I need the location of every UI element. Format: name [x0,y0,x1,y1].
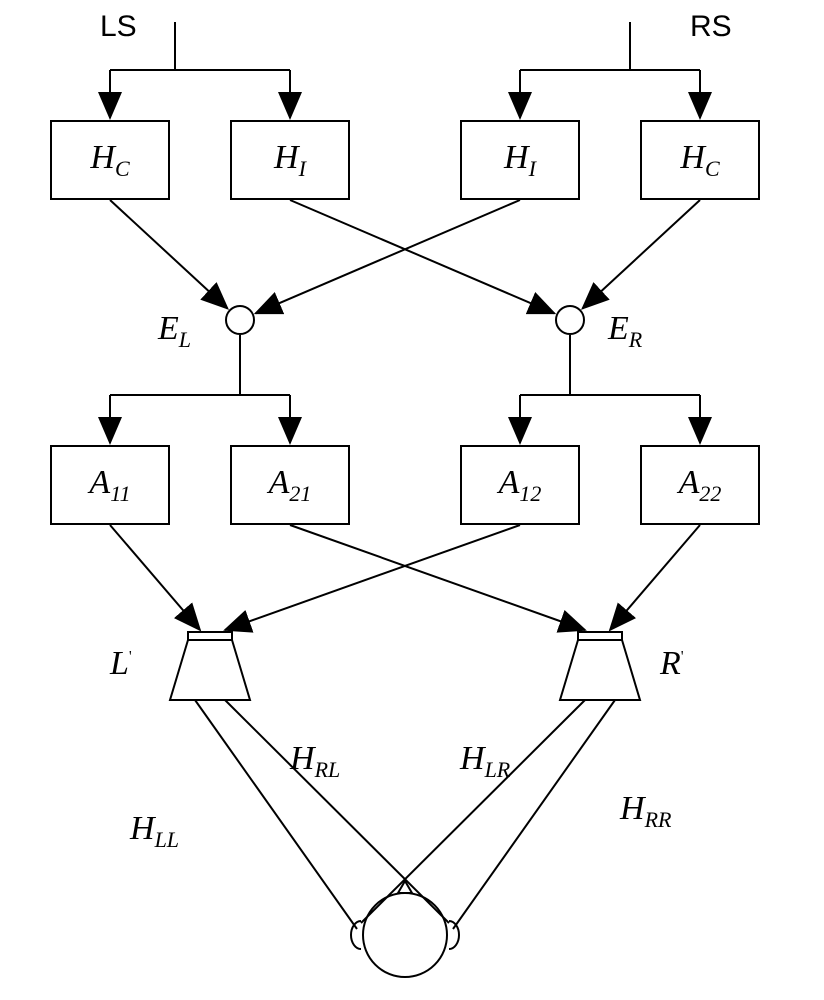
label-HLR: HLR [460,740,510,783]
label-EL: EL [158,310,191,353]
label-ER: ER [608,310,642,353]
box-HI2: HI [460,120,580,200]
label-HRL: HRL [290,740,340,783]
label-LS: LS [100,10,137,44]
label-Rprime: R' [660,645,684,683]
box-HC2: HC [640,120,760,200]
sum-ER [555,305,585,335]
box-A12: A12 [460,445,580,525]
box-A11: A11 [50,445,170,525]
label-HLL: HLL [130,810,179,853]
sum-EL [225,305,255,335]
box-HC1: HC [50,120,170,200]
box-A21: A21 [230,445,350,525]
box-HI1: HI [230,120,350,200]
label-Lprime: L' [110,645,132,683]
box-A22: A22 [640,445,760,525]
label-HRR: HRR [620,790,671,833]
label-RS: RS [690,10,732,44]
